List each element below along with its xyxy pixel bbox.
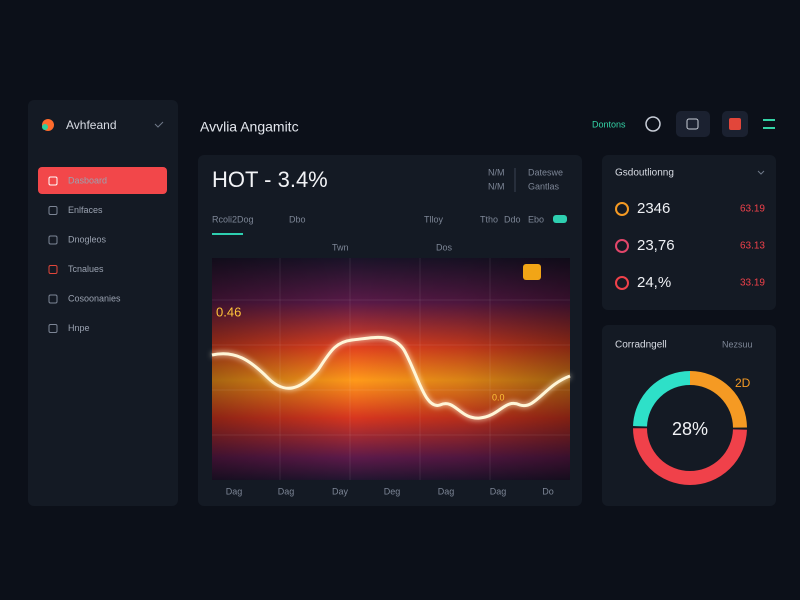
toggle[interactable]	[553, 215, 567, 223]
chart-grid	[212, 258, 570, 480]
stat-icon	[615, 239, 629, 253]
heatmap-shade	[212, 258, 570, 480]
tab[interactable]: Rcoli2Dog	[212, 214, 254, 224]
header-action[interactable]: Dontons	[592, 119, 626, 129]
tab[interactable]: Dbo	[289, 214, 306, 224]
stat-icon	[615, 276, 629, 290]
x-label: Deg	[384, 486, 401, 496]
donut-segment	[633, 371, 747, 485]
stat-change: 63.13	[740, 241, 765, 252]
donut-title: Corradngell	[615, 340, 667, 351]
x-label: Dag	[438, 486, 455, 496]
nav-icon	[48, 206, 58, 215]
tab[interactable]: Ddo	[504, 214, 521, 224]
meta: N/M	[488, 167, 505, 177]
tab[interactable]: Tlloy	[424, 214, 444, 224]
stat-value: 2346	[637, 200, 670, 217]
nav-icon	[48, 265, 58, 274]
x-label: Do	[542, 486, 554, 496]
nav-item[interactable]: Hnpe	[68, 323, 90, 333]
chart-label: Twn	[332, 242, 349, 252]
nav-icon	[48, 235, 58, 245]
chart-label: 0.0	[492, 392, 505, 402]
headline: HOT - 3.4%	[212, 167, 328, 192]
stat-icon	[615, 202, 629, 216]
donut-segment	[633, 371, 747, 485]
stat-change: 33.19	[740, 278, 765, 289]
donut-label: 2D	[735, 376, 751, 390]
nav-item[interactable]: Dasboard	[68, 175, 107, 185]
search-icon[interactable]	[645, 116, 661, 132]
stat-change: 63.19	[740, 204, 765, 215]
nav-icon	[48, 294, 58, 304]
brand-logo-dot	[42, 124, 48, 130]
meta: N/M	[488, 181, 505, 191]
donut-link[interactable]: Nezsuu	[722, 339, 753, 349]
collapse-icon[interactable]	[154, 121, 164, 128]
chart-label: 0.46	[216, 304, 241, 319]
chart-label: Dos	[436, 242, 453, 252]
x-label: Dag	[226, 486, 243, 496]
icon	[729, 118, 741, 130]
brand: Avhfeand	[66, 118, 117, 132]
chevron[interactable]	[757, 170, 765, 175]
stats-card	[602, 155, 776, 310]
x-label: Dag	[490, 486, 507, 496]
nav-active[interactable]	[38, 167, 167, 194]
stat-value: 23,76	[637, 237, 675, 254]
trend-line	[211, 336, 571, 420]
page-title: Avvlia Angamitc	[200, 119, 299, 135]
stat-value: 24,%	[637, 274, 671, 291]
nav-item[interactable]: Dnogleos	[68, 234, 107, 244]
sidebar	[28, 100, 178, 506]
tab[interactable]: Ttho	[480, 214, 498, 224]
meta: Gantlas	[528, 181, 560, 191]
icon-button[interactable]	[676, 111, 710, 137]
nav-item[interactable]: Tcnalues	[68, 264, 104, 274]
meta: Dateswe	[528, 167, 563, 177]
stats-title: Gsdoutlionng	[615, 168, 674, 179]
chart-badge[interactable]	[523, 264, 541, 280]
nav-item[interactable]: Cosoonanies	[68, 293, 121, 303]
x-label: Dag	[278, 486, 295, 496]
nav-icon	[48, 176, 58, 186]
menu-icon[interactable]	[763, 119, 775, 129]
icon	[686, 118, 699, 130]
nav-item[interactable]: Enlfaces	[68, 205, 103, 215]
tab[interactable]: Ebo	[528, 214, 544, 224]
nav-icon	[48, 324, 58, 333]
donut-center: 28%	[672, 419, 708, 439]
x-label: Day	[332, 486, 349, 496]
